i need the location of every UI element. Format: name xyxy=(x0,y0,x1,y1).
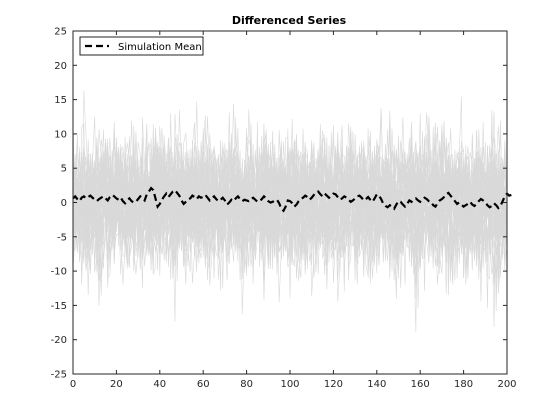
x-tick-label: 180 xyxy=(454,379,473,390)
legend-box xyxy=(79,36,204,56)
x-tick-label: 120 xyxy=(324,379,343,390)
tick-labels: 0 20 40 60 80 100 120 140 160 180 200-25-20-15-10-… xyxy=(51,27,517,391)
simulation-paths xyxy=(72,90,508,332)
legend-label-simulation-mean: Simulation Mean xyxy=(118,42,202,53)
y-tick-label: 5 xyxy=(61,164,67,175)
x-tick-label: 140 xyxy=(367,379,386,390)
simulation-path xyxy=(72,109,508,312)
chart-title: Differenced Series xyxy=(232,14,347,27)
x-tick-label: 40 xyxy=(153,379,166,390)
x-tick-label: 200 xyxy=(497,379,516,390)
simulation-mean-line xyxy=(72,186,512,213)
y-tick-label: -10 xyxy=(51,267,67,278)
y-tick-label: 25 xyxy=(54,27,67,38)
x-tick-label: 0 xyxy=(70,379,76,390)
legend: Simulation Mean xyxy=(79,36,204,56)
x-tick-label: 20 xyxy=(110,379,123,390)
x-tick-label: 60 xyxy=(197,379,210,390)
y-tick-label: -15 xyxy=(51,301,67,312)
y-tick-label: 20 xyxy=(54,61,67,72)
y-tick-label: -25 xyxy=(51,370,67,381)
y-tick-label: -5 xyxy=(57,232,67,243)
x-tick-label: 160 xyxy=(411,379,430,390)
y-tick-label: 15 xyxy=(54,95,67,106)
simulation-mean-series xyxy=(72,186,512,213)
y-tick-label: 0 xyxy=(61,198,67,209)
y-tick-label: 10 xyxy=(54,129,67,140)
y-tick-label: -20 xyxy=(51,335,67,346)
x-tick-label: 100 xyxy=(280,379,299,390)
axes xyxy=(72,30,508,375)
x-tick-label: 80 xyxy=(240,379,253,390)
